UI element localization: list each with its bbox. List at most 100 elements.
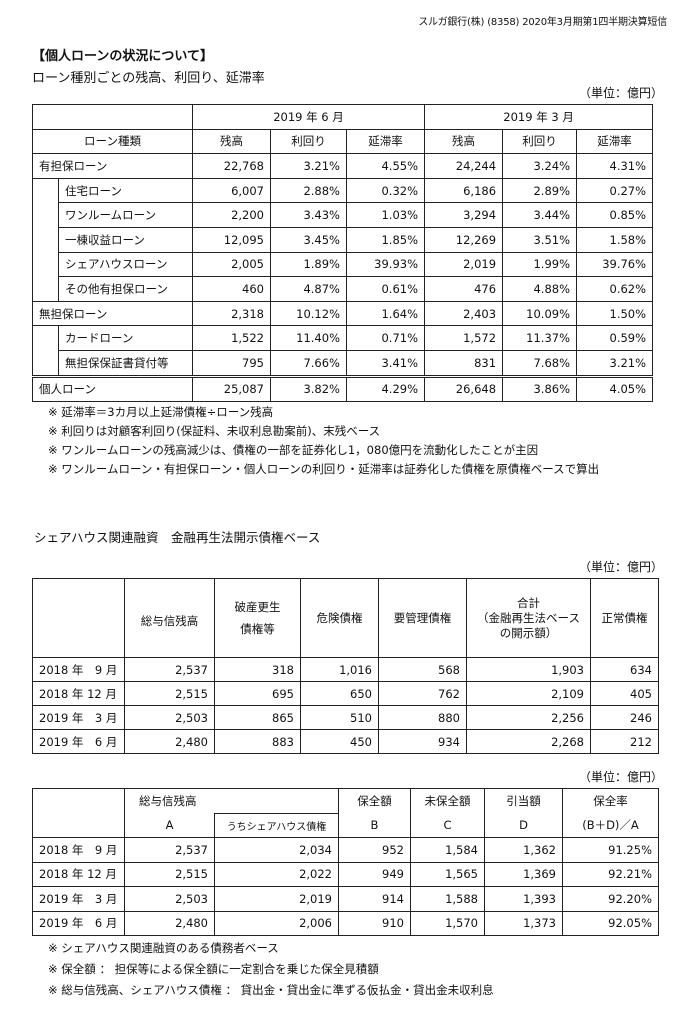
header-line: 債権等 <box>240 622 275 636</box>
delinquency-header: 延滞率 <box>345 128 426 155</box>
note: ※ シェアハウス関連融資のある債務者ベース <box>48 941 279 955</box>
table-row: 2018 年 9 月 2,537 318 1,016 568 1,903 634 <box>32 657 659 682</box>
indent-cell <box>32 325 59 377</box>
cell: 568 <box>378 657 467 682</box>
header-line: （金融再生法ベース <box>477 610 580 625</box>
period-cell: 2019 年 3 月 <box>32 886 125 912</box>
substandard-header: 要管理債権 <box>378 578 467 658</box>
cell: 1,373 <box>484 910 563 936</box>
section2-subtitle: シェアハウス関連融資 金融再生法開示債権ベース <box>34 530 321 545</box>
cell: 4.88% <box>502 276 578 302</box>
cell: 2,022 <box>214 861 339 887</box>
cell: 914 <box>338 886 411 912</box>
note: ※ 保全額 ： 担保等による保全額に一定割合を乗じた保全見積額 <box>48 962 379 976</box>
personal-loan-table: 2019 年 6 月 2019 年 3 月 ローン種類 残高 利回り 延滞率 残… <box>32 104 654 403</box>
normal-header: 正常債権 <box>590 578 659 658</box>
ratio-header: 保全率 <box>562 788 659 813</box>
table-row: 2018 年 12 月 2,515 695 650 762 2,109 405 <box>32 681 659 706</box>
cell: 2,109 <box>466 681 591 706</box>
cell: 2,268 <box>466 729 591 754</box>
cell: 934 <box>378 729 467 754</box>
cell: 4.29% <box>345 374 426 403</box>
cell: 2,537 <box>124 657 215 682</box>
table-row: 2019 年 6 月 2,480 883 450 934 2,268 212 <box>32 729 659 754</box>
cell: 10.12% <box>270 300 347 327</box>
cell: 6,186 <box>424 177 504 204</box>
cell: 91.25% <box>562 837 659 863</box>
cell: 1,522 <box>192 325 271 351</box>
row-label: 一棟収益ローン <box>58 226 193 253</box>
note: ※ ワンルームローン・有担保ローン・個人ローンの利回り・延滞率は証券化した債権を… <box>48 462 600 476</box>
cell: 1.89% <box>270 251 347 278</box>
cell: 1,570 <box>410 910 485 936</box>
cell: 212 <box>590 729 659 754</box>
table-row: 無担保ローン 2,318 10.12% 1.64% 2,403 10.09% 1… <box>32 300 654 327</box>
period-a-header: 2019 年 6 月 <box>191 104 426 130</box>
cell: 39.93% <box>345 251 426 278</box>
cell: 695 <box>214 681 301 706</box>
balance-header: 残高 <box>192 128 271 155</box>
sharehouse-coverage-table: 総与信残高 保全額 未保全額 引当額 保全率 A うちシェアハウス債権 B C … <box>32 788 659 936</box>
table-row: カードローン 1,522 11.40% 0.71% 1,572 11.37% 0… <box>32 325 654 377</box>
table-row: 住宅ローン 6,007 2.88% 0.32% 6,186 2.89% 0.27… <box>32 177 654 302</box>
notes-section1: ※ 延滞率＝3カ月以上延滞債権÷ローン残高 ※ 利回りは対顧客利回り(保証料、未… <box>48 403 599 479</box>
cell: 2.88% <box>270 177 347 204</box>
cell: 0.71% <box>345 325 426 351</box>
cell: 12,095 <box>192 226 271 253</box>
header-blank <box>32 104 193 130</box>
period-cell: 2018 年 9 月 <box>32 657 125 682</box>
cell: 25,087 <box>192 374 271 403</box>
total-credit-header: 総与信残高 <box>124 788 339 813</box>
row-label: その他有担保ローン <box>58 276 193 302</box>
cell: 883 <box>214 729 301 754</box>
cell: 450 <box>300 729 379 754</box>
cell: 2,515 <box>124 861 215 887</box>
document-header: スルガ銀行(株) (8358) 2020年3月期第1四半期決算短信 <box>418 17 667 28</box>
cell: 92.20% <box>562 886 659 912</box>
cell: 11.40% <box>270 325 347 351</box>
ratio-formula: (B＋D)／A <box>562 813 659 838</box>
cell: 0.61% <box>345 276 426 302</box>
loan-type-header: ローン種類 <box>32 128 193 155</box>
cell: 12,269 <box>424 226 504 253</box>
cell: 2,006 <box>214 910 339 936</box>
cell: 865 <box>214 705 301 730</box>
note: ※ 総与信残高、シェアハウス債権 ： 貸出金・貸出金に準ずる仮払金・貸出金未収利… <box>48 983 494 997</box>
cell: 2,200 <box>192 202 271 228</box>
cell: 1.50% <box>576 300 654 327</box>
row-label: シェアハウスローン <box>58 251 193 278</box>
section-title: 【個人ローンの状況について】 <box>32 49 213 64</box>
cell: 3.24% <box>502 153 578 179</box>
cell: 3.45% <box>270 226 347 253</box>
label-a: A <box>124 813 215 838</box>
cell: 1.58% <box>576 226 654 253</box>
period-cell: 2019 年 6 月 <box>32 729 125 754</box>
sharehouse-disclosure-table: 総与信残高 破産更生 債権等 危険債権 要管理債権 合計 （金融再生法ベース の… <box>32 578 659 754</box>
sum-header: 合計 （金融再生法ベース の開示額） <box>466 578 591 658</box>
label-c: C <box>410 813 485 838</box>
cell: 2,503 <box>124 705 215 730</box>
cell: 1,393 <box>484 886 563 912</box>
cell: 2,480 <box>124 729 215 754</box>
cell: 880 <box>378 705 467 730</box>
cell: 910 <box>338 910 411 936</box>
cell: 1,903 <box>466 657 591 682</box>
period-cell: 2018 年 9 月 <box>32 837 125 863</box>
yield-header: 利回り <box>502 128 578 155</box>
row-label: ワンルームローン <box>58 202 193 228</box>
cell: 634 <box>590 657 659 682</box>
cell: 2,515 <box>124 681 215 706</box>
cell: 92.05% <box>562 910 659 936</box>
cell: 318 <box>214 657 301 682</box>
cell: 4.55% <box>345 153 426 179</box>
cell: 3,294 <box>424 202 504 228</box>
yield-header: 利回り <box>270 128 347 155</box>
row-label: 有担保ローン <box>32 153 193 179</box>
cell: 2,537 <box>124 837 215 863</box>
cell: 7.66% <box>270 349 347 377</box>
cell: 650 <box>300 681 379 706</box>
table-row: 無担保保証書貸付等 795 7.66% 3.41% 831 7.68% 3.21… <box>33 349 654 377</box>
notes-section3: ※ シェアハウス関連融資のある債務者ベース ※ 保全額 ： 担保等による保全額に… <box>48 938 494 1001</box>
cell: 246 <box>590 705 659 730</box>
cell: 2,480 <box>124 910 215 936</box>
